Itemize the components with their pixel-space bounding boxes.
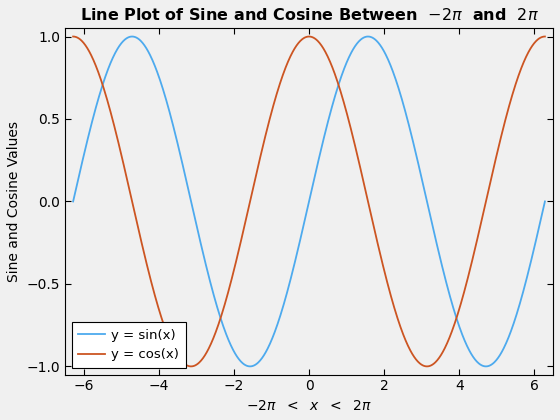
y = cos(x) xyxy=(188,364,194,369)
y = sin(x) xyxy=(447,294,454,299)
y = sin(x) xyxy=(483,364,489,369)
y = cos(x) xyxy=(447,334,454,339)
y = cos(x) xyxy=(118,152,125,157)
y = sin(x) xyxy=(70,199,77,204)
Line: y = cos(x): y = cos(x) xyxy=(73,37,545,366)
Line: y = sin(x): y = sin(x) xyxy=(73,37,545,366)
X-axis label: $-2\pi$  $<$  $x$  $<$  $2\pi$: $-2\pi$ $<$ $x$ $<$ $2\pi$ xyxy=(246,399,372,413)
y = sin(x) xyxy=(118,41,125,46)
y = sin(x) xyxy=(278,310,284,315)
y = cos(x) xyxy=(438,352,445,357)
y = cos(x) xyxy=(261,137,268,142)
y = sin(x) xyxy=(394,83,401,88)
Title: Line Plot of Sine and Cosine Between  $-2\pi$  and  $2\pi$: Line Plot of Sine and Cosine Between $-2… xyxy=(80,7,539,23)
y = cos(x) xyxy=(542,34,548,39)
Y-axis label: Sine and Cosine Values: Sine and Cosine Values xyxy=(7,121,21,282)
y = cos(x) xyxy=(70,34,77,39)
y = sin(x) xyxy=(129,34,136,39)
y = cos(x) xyxy=(394,316,401,321)
y = sin(x) xyxy=(261,352,268,357)
y = sin(x) xyxy=(438,261,445,266)
y = cos(x) xyxy=(278,77,284,82)
y = sin(x) xyxy=(542,199,548,204)
Legend: y = sin(x), y = cos(x): y = sin(x), y = cos(x) xyxy=(72,322,185,368)
